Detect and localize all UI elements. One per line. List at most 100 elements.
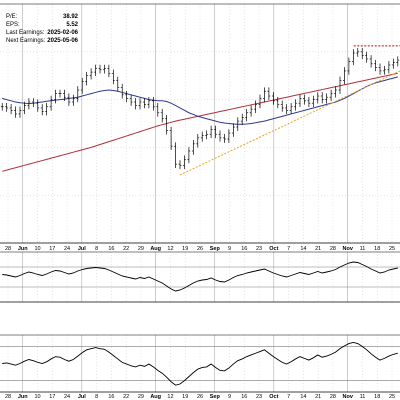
x-tick-label: Sep [210,246,221,252]
price-bar [307,96,311,108]
x-tick-label-bottom: 28 [330,394,336,400]
price-bar [165,114,169,135]
price-bar [298,94,302,108]
x-tick-label: 25 [389,246,395,252]
support-trendline [179,70,400,176]
stat-value-last-earnings: 2025-02-06 [47,30,78,36]
price-bar [76,86,80,103]
price-bar [94,64,97,76]
x-tick-label: 28 [5,246,11,252]
price-bar [263,87,266,103]
price-bar [169,126,173,151]
x-tick-label: Aug [150,246,161,252]
price-bar [80,77,84,94]
x-tick-label-bottom: 17 [49,394,55,400]
x-tick-label-bottom: 28 [5,394,11,400]
x-tick-label: 17 [49,246,55,252]
price-bar [396,56,400,67]
price-bar [249,105,253,117]
price-bar [178,160,182,170]
price-bar [160,108,164,123]
price-bar [360,47,364,60]
long-moving-average-line [2,72,398,172]
price-bar [311,95,315,108]
price-bar [214,125,217,139]
price-bar [378,63,382,75]
price-bar [369,55,373,68]
price-bar [356,47,360,57]
price-bar [391,58,395,69]
price-bar [103,64,106,74]
x-tick-label: Oct [269,246,278,252]
x-tick-label-bottom: 25 [389,394,395,400]
price-bar [231,123,235,137]
stat-row-eps: EPS: 5.52 [6,21,78,29]
x-tick-label: 29 [138,246,144,252]
x-tick-label: 24 [64,246,70,252]
x-tick-label: 28 [330,246,336,252]
oscillator-line [2,341,398,386]
price-bar [325,93,329,104]
price-bar [383,65,386,75]
stat-value-eps: 5.52 [66,22,78,28]
x-tick-label: 26 [197,246,203,252]
x-tick-label: 9 [228,246,231,252]
price-bar [338,76,342,94]
x-tick-label: 7 [287,246,290,252]
price-bar [267,87,271,100]
price-bar [85,71,89,86]
x-tick-label: 14 [300,246,306,252]
price-bar [271,92,275,105]
price-bar [374,59,377,72]
price-bar [347,57,351,75]
x-tick-label: 21 [315,246,321,252]
price-bar [151,96,155,111]
price-bar [71,94,75,106]
price-bar [254,100,257,113]
price-bar [134,98,137,110]
price-bar [245,108,249,122]
price-bar [67,93,71,106]
x-tick-label: 12 [167,246,173,252]
price-bar [40,104,44,116]
price-bar [36,99,40,112]
price-bar [58,89,62,98]
x-tick-label: 16 [241,246,247,252]
price-bar [14,106,17,118]
price-panel: 28 Jun 10 17 24 Jul 8 16 22 29 Aug 12 19 26 Sep 9 16 23 Oc… [0,3,400,252]
price-bar [183,155,186,170]
x-tick-label: Jun [18,246,28,252]
price-bar [316,92,320,104]
oscillator-indicator-panel: 28 Jun 10 17 24 Jul 8 16 22 29 Aug 12 19 26 Sep 9 16 23 Oc… [0,334,400,400]
price-bar [49,95,53,111]
price-bar [147,96,151,109]
x-tick-label-bottom: 18 [374,394,380,400]
price-bar [196,134,200,148]
stat-label-pe: P/E: [6,14,18,20]
x-tick-label-bottom: 8 [95,394,98,400]
price-bar [329,89,333,102]
x-tick-label: Jul [78,246,86,252]
x-tick-label: 11 [360,246,366,252]
price-bar [156,102,160,117]
price-bar [89,68,93,80]
price-bar [107,64,111,78]
stat-row-next-earnings: Next Earnings: 2025-05-06 [6,37,78,45]
price-bar [129,94,133,106]
price-bar [223,134,226,143]
price-bar [187,147,191,164]
price-bar [111,69,115,85]
price-bar [303,94,306,105]
x-tick-label-bottom: 22 [123,394,129,400]
x-tick-label: 23 [256,246,262,252]
price-bar [9,104,13,115]
x-tick-label-bottom: Nov [342,394,353,400]
momentum-indicator-panel [0,251,400,303]
x-tick-label-bottom: Jun [18,394,28,400]
stat-label-eps: EPS: [6,22,20,28]
price-bar [45,102,49,116]
stat-row-last-earnings: Last Earnings: 2025-02-06 [6,29,78,37]
x-tick-label: 16 [108,246,114,252]
price-bar [31,98,35,108]
price-bar [258,94,262,109]
